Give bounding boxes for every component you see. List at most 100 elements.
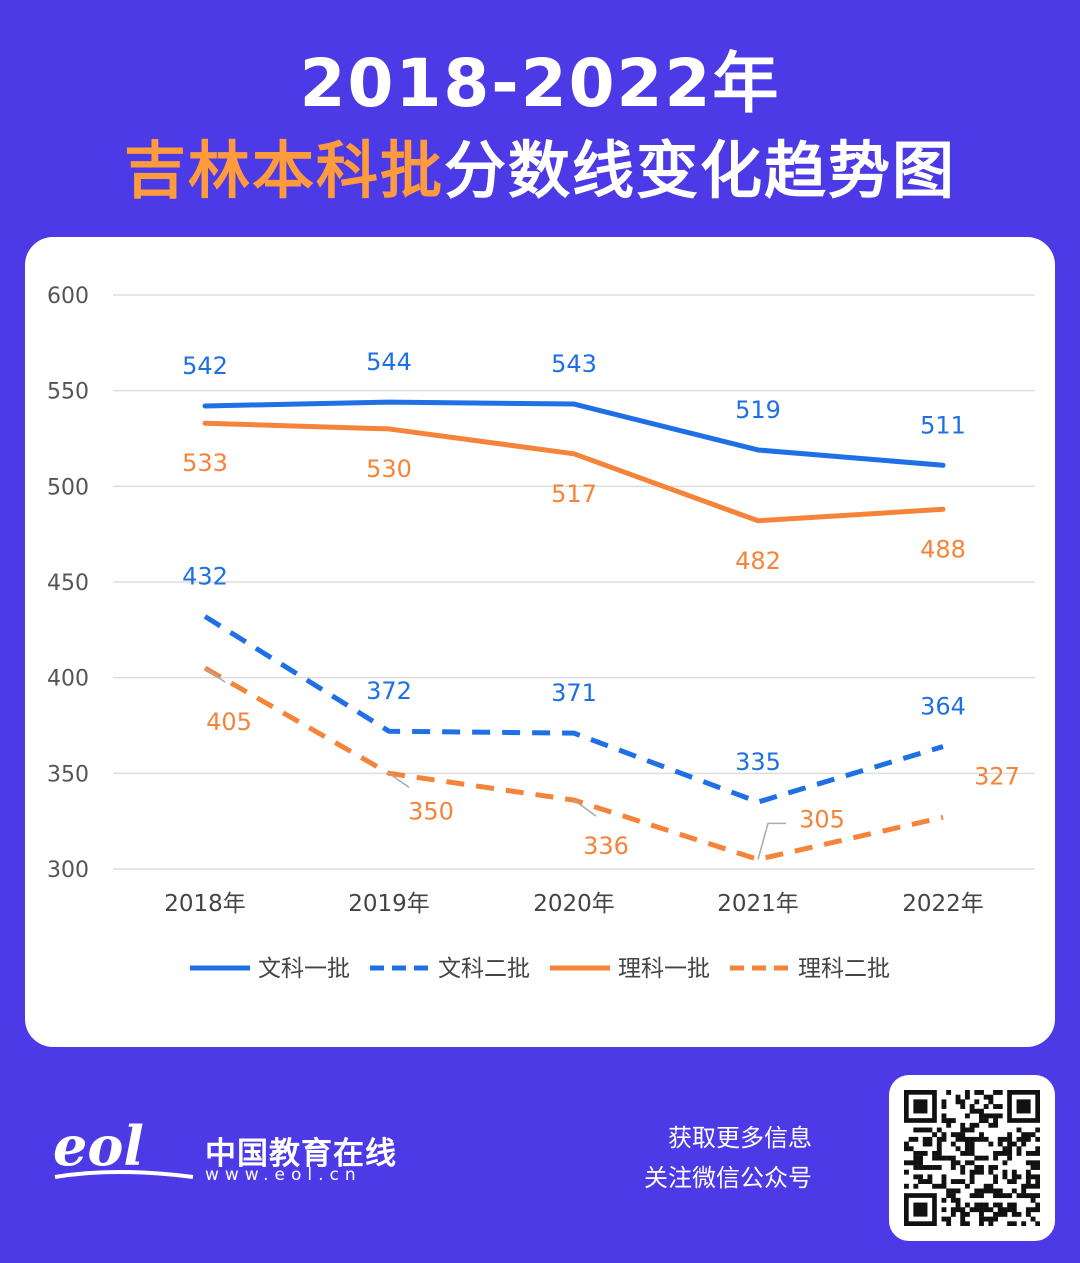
- qr-module: [1002, 1193, 1008, 1199]
- qr-module: [1025, 1132, 1031, 1138]
- qr-module: [941, 1136, 947, 1142]
- qr-module: [1030, 1193, 1036, 1199]
- data-label: 327: [974, 762, 1020, 790]
- qr-module: [988, 1094, 994, 1100]
- qr-module: [941, 1099, 947, 1105]
- legend: 文科一批 文科二批 理科一批 理科二批: [190, 956, 890, 982]
- qr-module: [950, 1141, 956, 1147]
- legend-label: 理科一批: [618, 956, 710, 982]
- qr-module: [936, 1146, 942, 1152]
- leader-line: [573, 799, 597, 817]
- qr-module: [908, 1136, 914, 1142]
- qr-module: [950, 1160, 956, 1166]
- qr-module: [1025, 1160, 1031, 1166]
- qr-module: [922, 1127, 928, 1133]
- qr-module: [1016, 1146, 1022, 1152]
- qr-module: [974, 1165, 980, 1170]
- data-label: 336: [583, 832, 629, 860]
- qr-module: [969, 1160, 975, 1166]
- qr-module: [936, 1165, 942, 1170]
- brand-url: www.eol.cn: [205, 1165, 362, 1185]
- qr-module: [964, 1202, 970, 1208]
- qr-module: [918, 1160, 923, 1166]
- qr-module: [918, 1150, 923, 1156]
- qr-module: [997, 1104, 1003, 1109]
- qr-module: [974, 1155, 980, 1161]
- qr-module: [988, 1113, 994, 1119]
- qr-module: [950, 1197, 956, 1203]
- qr-module: [969, 1127, 975, 1133]
- qr-module: [979, 1188, 984, 1194]
- qr-module: [1007, 1207, 1013, 1213]
- qr-module: [974, 1193, 980, 1199]
- qr-module: [983, 1094, 989, 1100]
- qr-module: [946, 1193, 952, 1199]
- qr-module: [988, 1122, 994, 1128]
- qr-module: [983, 1155, 989, 1161]
- qr-module: [1002, 1150, 1008, 1156]
- qr-module: [922, 1141, 928, 1147]
- qr-module: [993, 1174, 998, 1180]
- qr-module: [1007, 1193, 1013, 1199]
- qr-module: [960, 1216, 966, 1222]
- qr-module: [918, 1155, 923, 1161]
- qr-module: [1025, 1150, 1031, 1156]
- legend-label: 理科二批: [798, 956, 890, 982]
- qr-module: [955, 1197, 961, 1203]
- qr-module: [950, 1165, 956, 1170]
- data-label: 542: [182, 352, 228, 380]
- data-label: 543: [551, 350, 597, 378]
- qr-module: [960, 1169, 966, 1175]
- qr-module: [955, 1160, 961, 1166]
- qr-module: [1030, 1174, 1036, 1180]
- qr-module: [904, 1160, 909, 1166]
- qr-module: [964, 1146, 970, 1152]
- qr-module: [964, 1141, 970, 1147]
- qr-module: [969, 1136, 975, 1142]
- qr-module: [1025, 1169, 1031, 1175]
- qr-module: [997, 1207, 1003, 1213]
- x-tick-label: 2021年: [717, 891, 799, 917]
- data-label: 335: [735, 748, 781, 776]
- qr-module: [1011, 1174, 1017, 1180]
- qr-module: [997, 1202, 1003, 1208]
- qr-module: [960, 1165, 966, 1170]
- qr-module: [1030, 1150, 1036, 1156]
- qr-module: [960, 1207, 966, 1213]
- x-tick-label: 2020年: [533, 891, 615, 917]
- qr-module: [993, 1216, 998, 1222]
- qr-module: [927, 1136, 933, 1142]
- qr-module: [964, 1113, 970, 1119]
- y-tick-label: 450: [47, 571, 89, 596]
- qr-module: [969, 1141, 975, 1147]
- qr-module: [1011, 1207, 1017, 1213]
- qr-module: [936, 1141, 942, 1147]
- qr-module: [950, 1193, 956, 1199]
- qr-module: [955, 1202, 961, 1208]
- legend-label: 文科一批: [258, 956, 350, 982]
- qr-card[interactable]: [889, 1075, 1055, 1241]
- qr-module: [979, 1165, 984, 1170]
- data-label: 519: [735, 396, 781, 424]
- data-label: 511: [920, 411, 966, 439]
- qr-module: [932, 1155, 938, 1161]
- qr-module: [904, 1146, 909, 1152]
- qr-code-icon: [904, 1090, 1040, 1226]
- qr-module: [1007, 1146, 1013, 1152]
- qr-module: [997, 1150, 1003, 1156]
- qr-module: [913, 1165, 919, 1170]
- qr-module: [997, 1113, 1003, 1119]
- qr-module: [1016, 1174, 1022, 1180]
- data-label: 372: [366, 677, 412, 705]
- qr-module: [974, 1207, 980, 1213]
- qr-module: [1025, 1136, 1031, 1142]
- data-label: 350: [408, 797, 454, 825]
- qr-module: [1035, 1165, 1040, 1170]
- qr-module: [993, 1202, 998, 1208]
- y-tick-label: 500: [47, 475, 89, 500]
- qr-module: [1025, 1183, 1031, 1189]
- qr-module: [988, 1169, 994, 1175]
- qr-module: [1021, 1188, 1027, 1194]
- qr-module: [979, 1090, 984, 1095]
- qr-module: [1016, 1127, 1022, 1133]
